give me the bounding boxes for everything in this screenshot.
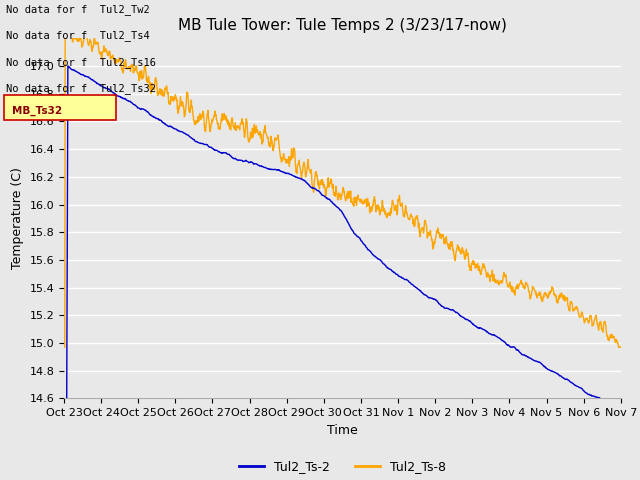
Tul2_Ts-2 [617, 398, 625, 404]
Tul2_Ts-8 [171, 96, 179, 102]
Text: No data for f  Tul2_Ts4: No data for f Tul2_Ts4 [6, 30, 150, 41]
Tul2_Ts-8 [184, 97, 192, 103]
Tul2_Ts-2 [171, 126, 179, 132]
Text: No data for f  Tul2_Tw2: No data for f Tul2_Tw2 [6, 4, 150, 15]
Tul2_Ts-8 [246, 129, 254, 135]
Text: No data for f  Tul2_Ts16: No data for f Tul2_Ts16 [6, 57, 156, 68]
Tul2_Ts-8 [60, 344, 68, 350]
Line: Tul2_Ts-8: Tul2_Ts-8 [64, 27, 621, 347]
Legend: Tul2_Ts-2, Tul2_Ts-8: Tul2_Ts-2, Tul2_Ts-8 [234, 455, 451, 478]
Text: No data for f  Tul2_Ts32: No data for f Tul2_Ts32 [6, 83, 156, 94]
Tul2_Ts-8 [65, 24, 72, 30]
Tul2_Ts-8 [502, 273, 509, 278]
Tul2_Ts-8 [551, 292, 559, 298]
Line: Tul2_Ts-2: Tul2_Ts-2 [64, 66, 621, 401]
Tul2_Ts-2 [184, 132, 192, 138]
Text: MB_Ts32: MB_Ts32 [12, 106, 61, 116]
Y-axis label: Temperature (C): Temperature (C) [11, 168, 24, 269]
X-axis label: Time: Time [327, 424, 358, 437]
Tul2_Ts-2 [60, 398, 68, 404]
Tul2_Ts-2 [429, 296, 437, 302]
Tul2_Ts-2 [502, 341, 509, 347]
Tul2_Ts-2 [551, 370, 559, 375]
Title: MB Tule Tower: Tule Temps 2 (3/23/17-now): MB Tule Tower: Tule Temps 2 (3/23/17-now… [178, 18, 507, 33]
Tul2_Ts-8 [429, 244, 437, 250]
Tul2_Ts-2 [64, 63, 72, 69]
Tul2_Ts-8 [617, 344, 625, 350]
Tul2_Ts-2 [246, 159, 254, 165]
